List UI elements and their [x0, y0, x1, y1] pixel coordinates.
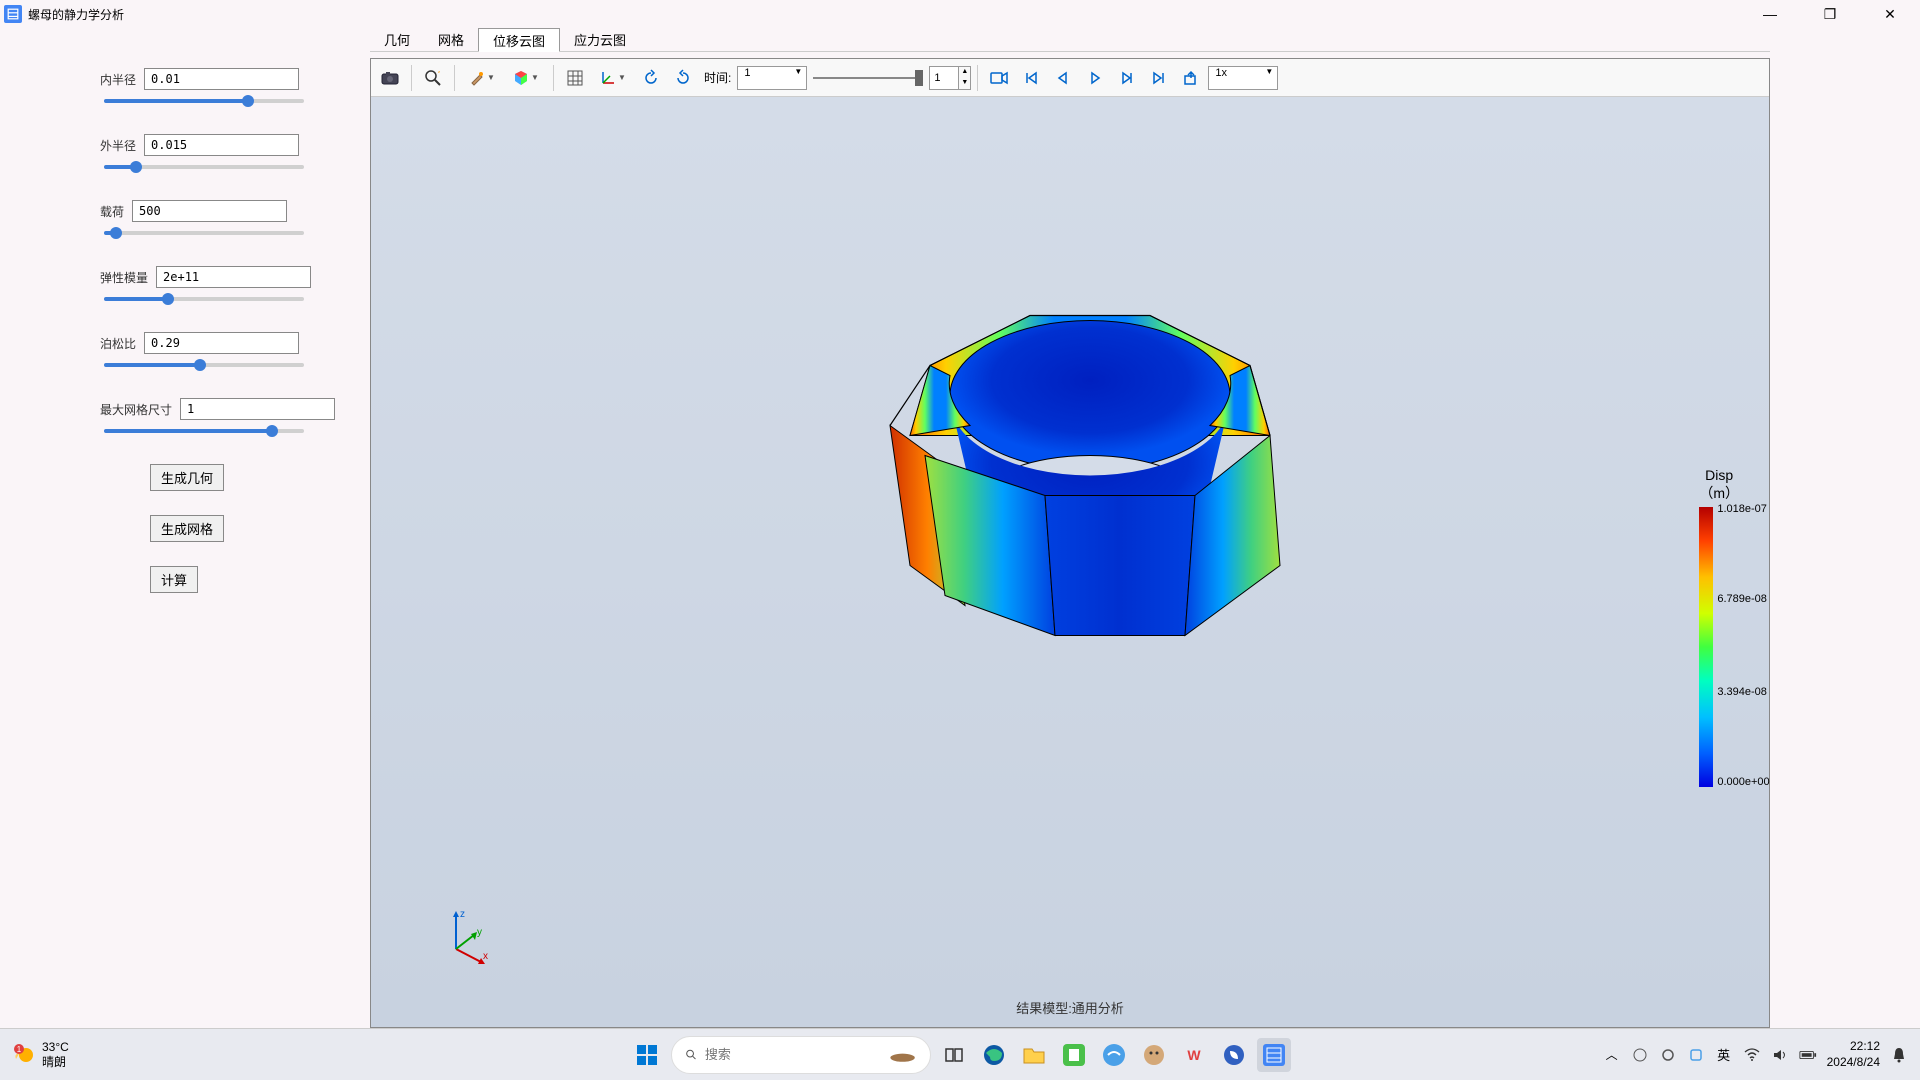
axis-indicator: z x y — [441, 907, 491, 972]
rotate-left-icon[interactable] — [636, 63, 666, 93]
load-label: 载荷 — [100, 203, 124, 220]
ime-indicator[interactable]: 英 — [1715, 1046, 1733, 1064]
search-icon — [686, 1047, 697, 1063]
zoom-icon[interactable] — [418, 63, 448, 93]
load-input[interactable] — [132, 200, 287, 222]
max-mesh-size-slider[interactable] — [104, 428, 304, 434]
inner-radius-slider[interactable] — [104, 98, 304, 104]
max-mesh-size-label: 最大网格尺寸 — [100, 401, 172, 418]
elastic-modulus-input[interactable] — [156, 266, 311, 288]
parameter-sidebar: 内半径 外半径 载荷 — [0, 28, 370, 1028]
svg-text:x: x — [483, 951, 488, 962]
colorbar-max: 1.018e-07 — [1717, 503, 1767, 515]
tray-icon-2[interactable] — [1687, 1046, 1705, 1064]
app2-icon[interactable] — [1097, 1038, 1131, 1072]
time-slider[interactable] — [813, 68, 923, 88]
wifi-icon[interactable] — [1743, 1046, 1761, 1064]
step-forward-icon[interactable] — [1112, 63, 1142, 93]
sync-icon[interactable] — [1659, 1046, 1677, 1064]
inner-radius-label: 内半径 — [100, 71, 136, 88]
colorbar: Disp（m） 1.018e-07 6.789e-08 3.394e-08 0.… — [1699, 467, 1739, 792]
close-button[interactable]: ✕ — [1872, 2, 1908, 26]
colorbar-mid2: 3.394e-08 — [1717, 686, 1767, 698]
result-tabs: 几何 网格 位移云图 应力云图 — [370, 28, 1770, 52]
battery-icon[interactable] — [1799, 1046, 1817, 1064]
camera-icon[interactable] — [375, 63, 405, 93]
poisson-ratio-label: 泊松比 — [100, 335, 136, 352]
viewport[interactable]: z x y Disp（m） — [371, 97, 1769, 1027]
weather-widget[interactable]: 1 33°C 晴朗 — [12, 1040, 69, 1069]
svg-text:1: 1 — [17, 1045, 22, 1054]
chevron-up-icon[interactable]: ︿ — [1603, 1046, 1621, 1064]
time-label: 时间: — [704, 69, 731, 86]
weather-icon: 1 — [12, 1043, 36, 1067]
time-dropdown[interactable]: 1▼ — [737, 66, 807, 90]
nut-model — [790, 245, 1350, 730]
export-icon[interactable] — [1176, 63, 1206, 93]
max-mesh-size-input[interactable] — [180, 398, 335, 420]
poisson-ratio-input[interactable] — [144, 332, 299, 354]
maximize-button[interactable]: ❐ — [1812, 2, 1848, 26]
search-decoration-icon — [889, 1045, 916, 1065]
svg-text:z: z — [460, 909, 465, 920]
cube-color-icon[interactable]: ▼ — [505, 63, 547, 93]
svg-text:y: y — [477, 927, 482, 938]
step-back-icon[interactable] — [1048, 63, 1078, 93]
calculate-button[interactable]: 计算 — [150, 566, 198, 593]
explorer-icon[interactable] — [1017, 1038, 1051, 1072]
current-app-icon[interactable] — [1257, 1038, 1291, 1072]
colorbar-min: 0.000e+00 — [1717, 776, 1769, 788]
viewport-caption: 结果模型:通用分析 — [1016, 998, 1124, 1017]
titlebar: 螺母的静力学分析 — ❐ ✕ — [0, 0, 1920, 28]
wps-icon[interactable]: W — [1177, 1038, 1211, 1072]
app1-icon[interactable] — [1057, 1038, 1091, 1072]
viewport-toolbar: ▼ ▼ ▼ 时间: 1▼ ▲▼ 1x▼ — [371, 59, 1769, 97]
skip-end-icon[interactable] — [1144, 63, 1174, 93]
colorbar-title: Disp（m） — [1699, 467, 1739, 503]
grid-icon[interactable] — [560, 63, 590, 93]
app3-icon[interactable] — [1137, 1038, 1171, 1072]
window-title: 螺母的静力学分析 — [28, 6, 124, 23]
record-icon[interactable] — [984, 63, 1014, 93]
outer-radius-input[interactable] — [144, 134, 299, 156]
edge-icon[interactable] — [977, 1038, 1011, 1072]
app-icon — [4, 5, 22, 23]
start-button[interactable] — [629, 1037, 665, 1073]
tray-icon-1[interactable] — [1631, 1046, 1649, 1064]
task-view-icon[interactable] — [937, 1038, 971, 1072]
rotate-right-icon[interactable] — [668, 63, 698, 93]
generate-mesh-button[interactable]: 生成网格 — [150, 515, 224, 542]
search-box[interactable] — [671, 1036, 931, 1074]
tab-displacement[interactable]: 位移云图 — [478, 28, 560, 52]
minimize-button[interactable]: — — [1752, 2, 1788, 26]
tab-stress[interactable]: 应力云图 — [560, 28, 640, 51]
elastic-modulus-label: 弹性模量 — [100, 269, 148, 286]
colorbar-mid1: 6.789e-08 — [1717, 593, 1767, 605]
play-icon[interactable] — [1080, 63, 1110, 93]
generate-geometry-button[interactable]: 生成几何 — [150, 464, 224, 491]
speed-dropdown[interactable]: 1x▼ — [1208, 66, 1278, 90]
search-input[interactable] — [705, 1047, 881, 1062]
weather-temp: 33°C — [42, 1040, 69, 1054]
axes-icon[interactable]: ▼ — [592, 63, 634, 93]
volume-icon[interactable] — [1771, 1046, 1789, 1064]
notification-icon[interactable] — [1890, 1046, 1908, 1064]
load-slider[interactable] — [104, 230, 304, 236]
svg-text:W: W — [1187, 1047, 1201, 1063]
tab-mesh[interactable]: 网格 — [424, 28, 478, 51]
weather-condition: 晴朗 — [42, 1055, 69, 1069]
app4-icon[interactable] — [1217, 1038, 1251, 1072]
inner-radius-input[interactable] — [144, 68, 299, 90]
poisson-ratio-slider[interactable] — [104, 362, 304, 368]
brush-icon[interactable]: ▼ — [461, 63, 503, 93]
elastic-modulus-slider[interactable] — [104, 296, 304, 302]
time-spinner[interactable]: ▲▼ — [929, 66, 971, 90]
outer-radius-label: 外半径 — [100, 137, 136, 154]
taskbar: 1 33°C 晴朗 W ︿ 英 — [0, 1028, 1920, 1080]
skip-start-icon[interactable] — [1016, 63, 1046, 93]
clock[interactable]: 22:122024/8/24 — [1827, 1039, 1880, 1070]
outer-radius-slider[interactable] — [104, 164, 304, 170]
tab-geometry[interactable]: 几何 — [370, 28, 424, 51]
